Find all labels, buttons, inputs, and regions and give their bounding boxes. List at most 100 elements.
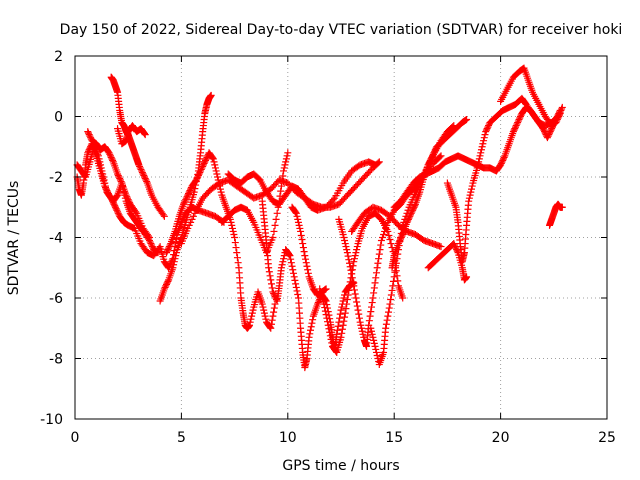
data-point <box>497 161 505 169</box>
data-point <box>343 249 351 257</box>
data-point <box>409 206 417 214</box>
data-point <box>146 238 154 246</box>
data-point <box>267 320 275 328</box>
data-point <box>272 215 280 223</box>
data-point <box>403 218 411 226</box>
data-point <box>555 113 563 120</box>
data-point <box>247 315 255 323</box>
data-point <box>404 217 412 225</box>
data-point <box>283 152 291 160</box>
data-point <box>370 284 378 292</box>
data-point <box>450 240 458 248</box>
data-point <box>284 149 292 157</box>
data-point <box>266 272 274 280</box>
data-point <box>163 247 171 255</box>
data-point <box>480 137 488 145</box>
data-point <box>136 162 144 170</box>
data-point <box>286 252 294 260</box>
data-point <box>397 234 405 241</box>
data-point <box>429 150 437 158</box>
data-point <box>304 269 312 277</box>
data-point <box>357 321 365 329</box>
data-point <box>341 240 349 248</box>
data-point <box>430 149 438 157</box>
y-tick-label: -10 <box>40 412 63 428</box>
data-point <box>383 316 391 324</box>
data-point <box>299 240 307 248</box>
data-point <box>373 351 381 359</box>
data-point <box>145 234 153 241</box>
data-point <box>389 277 397 285</box>
data-point <box>343 246 351 254</box>
data-point <box>302 255 310 263</box>
data-point <box>404 215 412 223</box>
data-point <box>358 324 366 332</box>
data-point <box>289 266 297 274</box>
data-point <box>160 285 168 293</box>
data-point <box>395 238 403 246</box>
data-point <box>282 158 290 166</box>
data-point <box>277 182 285 190</box>
data-point <box>558 105 566 113</box>
data-point <box>198 164 206 172</box>
data-point <box>285 251 293 259</box>
data-point <box>370 336 378 344</box>
data-point <box>202 155 210 163</box>
data-point <box>114 170 122 178</box>
data-point <box>356 318 364 326</box>
data-point <box>351 252 359 260</box>
data-point <box>338 329 346 337</box>
data-point <box>197 165 205 173</box>
data-point <box>333 326 341 334</box>
data-point <box>259 303 267 311</box>
data-point <box>372 348 380 356</box>
y-axis-label: SDTVAR / TECUs <box>6 181 22 296</box>
data-point <box>182 194 190 202</box>
data-point <box>329 196 337 204</box>
data-point <box>270 291 278 299</box>
data-point <box>280 164 288 172</box>
data-point <box>102 184 110 192</box>
data-point <box>111 203 119 211</box>
series-arc-19 <box>497 64 564 130</box>
data-point <box>339 230 347 238</box>
data-point <box>352 294 360 302</box>
data-point <box>292 209 300 217</box>
data-point <box>300 248 308 256</box>
data-point <box>261 312 269 320</box>
series-arc-12 <box>288 203 330 299</box>
data-point <box>335 318 343 326</box>
data-point <box>114 171 122 179</box>
data-point <box>184 224 192 232</box>
data-point <box>141 175 149 183</box>
data-point <box>366 312 374 320</box>
data-point <box>546 129 554 137</box>
data-point <box>293 212 301 220</box>
data-point <box>382 224 390 232</box>
series-arc-20 <box>546 200 566 229</box>
data-point <box>113 192 121 200</box>
data-point <box>465 197 473 205</box>
data-point <box>369 294 377 302</box>
data-point <box>368 303 376 311</box>
data-point <box>463 273 471 281</box>
x-tick-label: 0 <box>71 430 80 446</box>
data-point <box>345 256 353 264</box>
data-point <box>398 232 406 240</box>
data-point <box>406 212 414 220</box>
data-point <box>410 203 418 211</box>
data-point <box>466 191 474 199</box>
data-point <box>558 203 566 211</box>
data-point <box>266 323 274 331</box>
data-point <box>477 146 485 154</box>
data-point <box>269 312 277 320</box>
data-point <box>265 268 273 276</box>
data-point <box>383 221 391 229</box>
data-point <box>84 128 92 136</box>
data-point <box>166 241 174 249</box>
data-point <box>281 161 289 169</box>
data-point <box>426 158 434 166</box>
data-point <box>326 328 334 336</box>
data-point <box>397 235 405 243</box>
data-point <box>209 155 217 163</box>
